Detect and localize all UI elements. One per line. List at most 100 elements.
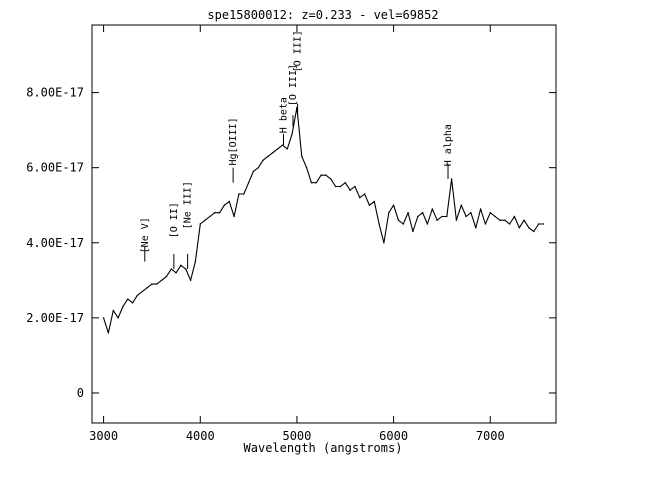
spectrum-point bbox=[209, 215, 211, 218]
spectrum-point bbox=[204, 219, 206, 221]
spectrum-point bbox=[146, 287, 148, 289]
spectrum-point bbox=[151, 283, 153, 285]
annotation-label: [Ne III] bbox=[183, 181, 194, 229]
spectrum-point bbox=[470, 212, 472, 214]
spectrum-point bbox=[117, 317, 119, 319]
annotation-label: Hg[OIII] bbox=[228, 117, 239, 165]
spectrum-point bbox=[383, 242, 385, 244]
spectrum-point bbox=[402, 223, 404, 225]
spectrum-point bbox=[475, 227, 477, 229]
spectrum-point bbox=[122, 305, 124, 308]
spectrum-point bbox=[247, 182, 250, 184]
spectrum-point bbox=[238, 193, 240, 195]
spectrum-point bbox=[334, 185, 337, 188]
spectrum-point bbox=[499, 219, 501, 221]
spectrum-point bbox=[107, 332, 110, 334]
spectrum-point bbox=[533, 230, 535, 233]
y-tick-label: 6.00E-17 bbox=[26, 161, 84, 175]
spectrum-point bbox=[504, 219, 506, 221]
spectrum-point bbox=[291, 133, 293, 135]
annotation-label: H alpha bbox=[443, 124, 454, 166]
spectrum-point bbox=[214, 212, 216, 214]
spectrum-point bbox=[286, 148, 288, 150]
spectrum-point bbox=[363, 193, 366, 195]
spectrum-point bbox=[368, 204, 371, 206]
spectrum-point bbox=[267, 155, 269, 158]
spectrum-point bbox=[397, 219, 400, 221]
y-tick-label: 4.00E-17 bbox=[26, 236, 84, 250]
spectrum-point bbox=[102, 317, 105, 319]
y-tick-label: 2.00E-17 bbox=[26, 311, 84, 325]
y-tick-label: 8.00E-17 bbox=[26, 86, 84, 100]
plot-frame bbox=[91, 24, 557, 424]
spectrum-point bbox=[508, 223, 511, 225]
spectrum-point bbox=[243, 193, 245, 195]
spectrum-point bbox=[484, 223, 487, 225]
spectrum-point bbox=[272, 152, 274, 154]
spectrum-point bbox=[141, 290, 143, 293]
x-tick-label: 7000 bbox=[476, 429, 505, 443]
annotations: [Ne V] [O II] [Ne III]Hg[OIII]H beta[O III… bbox=[140, 30, 454, 270]
spectrum-point bbox=[305, 167, 308, 169]
spectrum-point bbox=[127, 298, 129, 300]
spectrum-point bbox=[189, 279, 192, 281]
spectrum-point bbox=[252, 170, 255, 173]
plot-area-border bbox=[91, 24, 557, 424]
spectrum-point bbox=[165, 275, 168, 278]
x-tick-label: 5000 bbox=[282, 429, 311, 443]
annotation-label: H beta bbox=[278, 97, 289, 133]
spectrum-point bbox=[450, 178, 453, 180]
spectrum-point bbox=[131, 302, 134, 304]
spectrum-point bbox=[542, 223, 545, 225]
spectrum-point bbox=[421, 212, 424, 214]
spectrum-point bbox=[194, 260, 197, 263]
x-tick-label: 4000 bbox=[186, 429, 215, 443]
chart-title: spe15800012: z=0.233 - vel=69852 bbox=[207, 8, 438, 22]
spectrum-point bbox=[392, 204, 395, 206]
spectrum-point bbox=[436, 219, 438, 221]
y-tick-label: 0 bbox=[77, 386, 84, 400]
spectrum-point bbox=[223, 204, 226, 206]
spectrum-point bbox=[412, 230, 414, 233]
spectrum-point bbox=[257, 167, 259, 169]
spectrum-point bbox=[378, 223, 380, 225]
x-axis-label: Wavelength (angstroms) bbox=[244, 441, 403, 455]
spectrum-point bbox=[344, 182, 346, 184]
axis-ticks: 3000 4000 5000 6000 7000 0 2.00E-17 4.00E-17 6.0… bbox=[26, 25, 556, 443]
spectrum-point bbox=[330, 178, 332, 180]
spectrum-point bbox=[479, 208, 482, 210]
annotation-label: [O III] bbox=[293, 30, 304, 72]
spectrum-point bbox=[199, 223, 201, 225]
spectrum-point bbox=[170, 268, 172, 270]
spectrum-point bbox=[281, 144, 284, 146]
spectrum-point bbox=[320, 174, 322, 176]
spectrum-point bbox=[136, 294, 139, 296]
spectrum-point bbox=[359, 197, 361, 199]
spectrum-point bbox=[233, 215, 235, 218]
spectrum-point bbox=[494, 215, 496, 218]
spectrum-point bbox=[262, 159, 264, 161]
spectrum-point bbox=[354, 185, 356, 188]
spectrum-point bbox=[180, 264, 182, 266]
spectrum-point bbox=[455, 219, 458, 221]
spectrum-point bbox=[218, 212, 221, 214]
spectrum-point bbox=[417, 215, 419, 218]
spectrum-point bbox=[301, 155, 303, 158]
spectrum-point bbox=[465, 215, 467, 218]
spectrum-point bbox=[112, 309, 115, 312]
spectrum-point bbox=[325, 174, 327, 176]
spectrum-point bbox=[537, 223, 540, 225]
spectrum-point bbox=[185, 268, 187, 270]
spectrum-point bbox=[373, 200, 375, 203]
annotation-label: [O III] bbox=[288, 64, 299, 106]
spectrum-point bbox=[175, 272, 177, 274]
spectrum-point bbox=[489, 212, 491, 214]
spectrum-point bbox=[160, 279, 163, 281]
spectrum-point bbox=[528, 227, 530, 229]
spectrum-point bbox=[310, 182, 313, 184]
spectrum-point bbox=[156, 283, 158, 285]
spectrum-point bbox=[388, 212, 390, 214]
spectrum-point bbox=[426, 223, 429, 225]
